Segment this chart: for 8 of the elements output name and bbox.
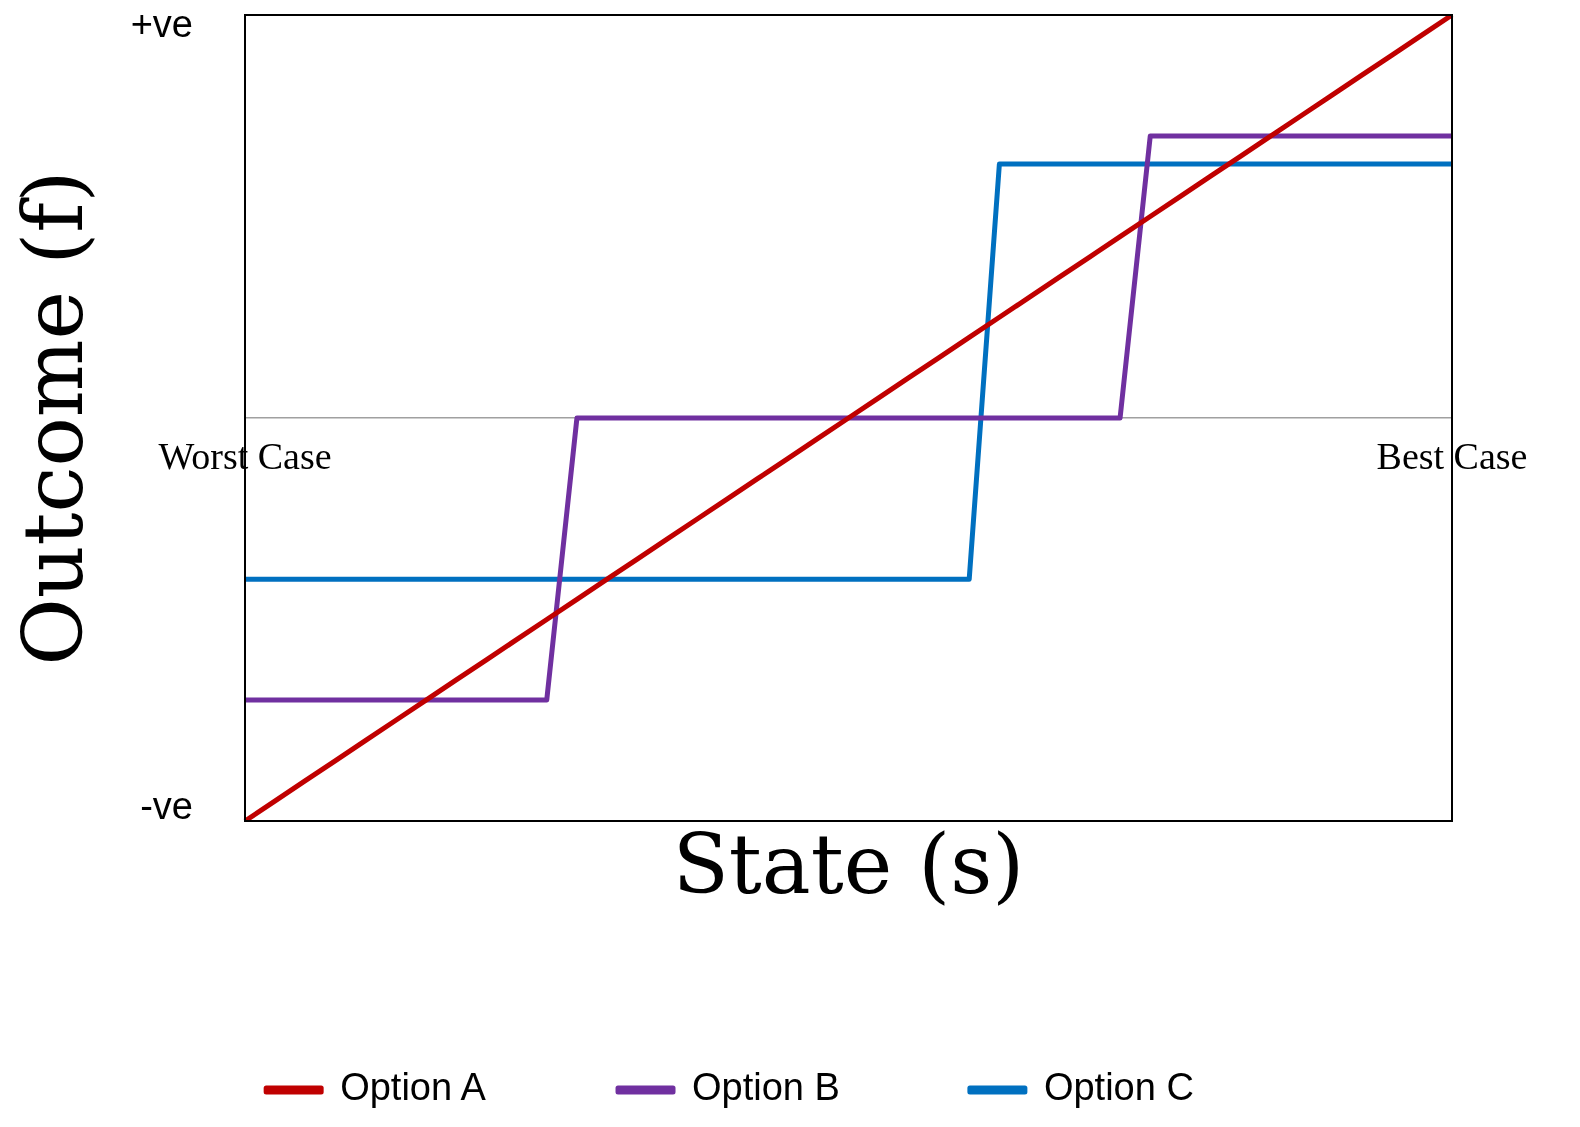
text: -ve [140,785,193,828]
legend-label: Option C [1043,1066,1194,1109]
legend-label: Option A [340,1066,487,1109]
y-axis-title: Outcome (f) [6,170,102,666]
legend-label: Option B [692,1066,840,1109]
text: +ve [130,3,193,46]
x-tick-label: Best Case [1376,434,1528,477]
x-axis-title: State (s) [672,817,1025,913]
